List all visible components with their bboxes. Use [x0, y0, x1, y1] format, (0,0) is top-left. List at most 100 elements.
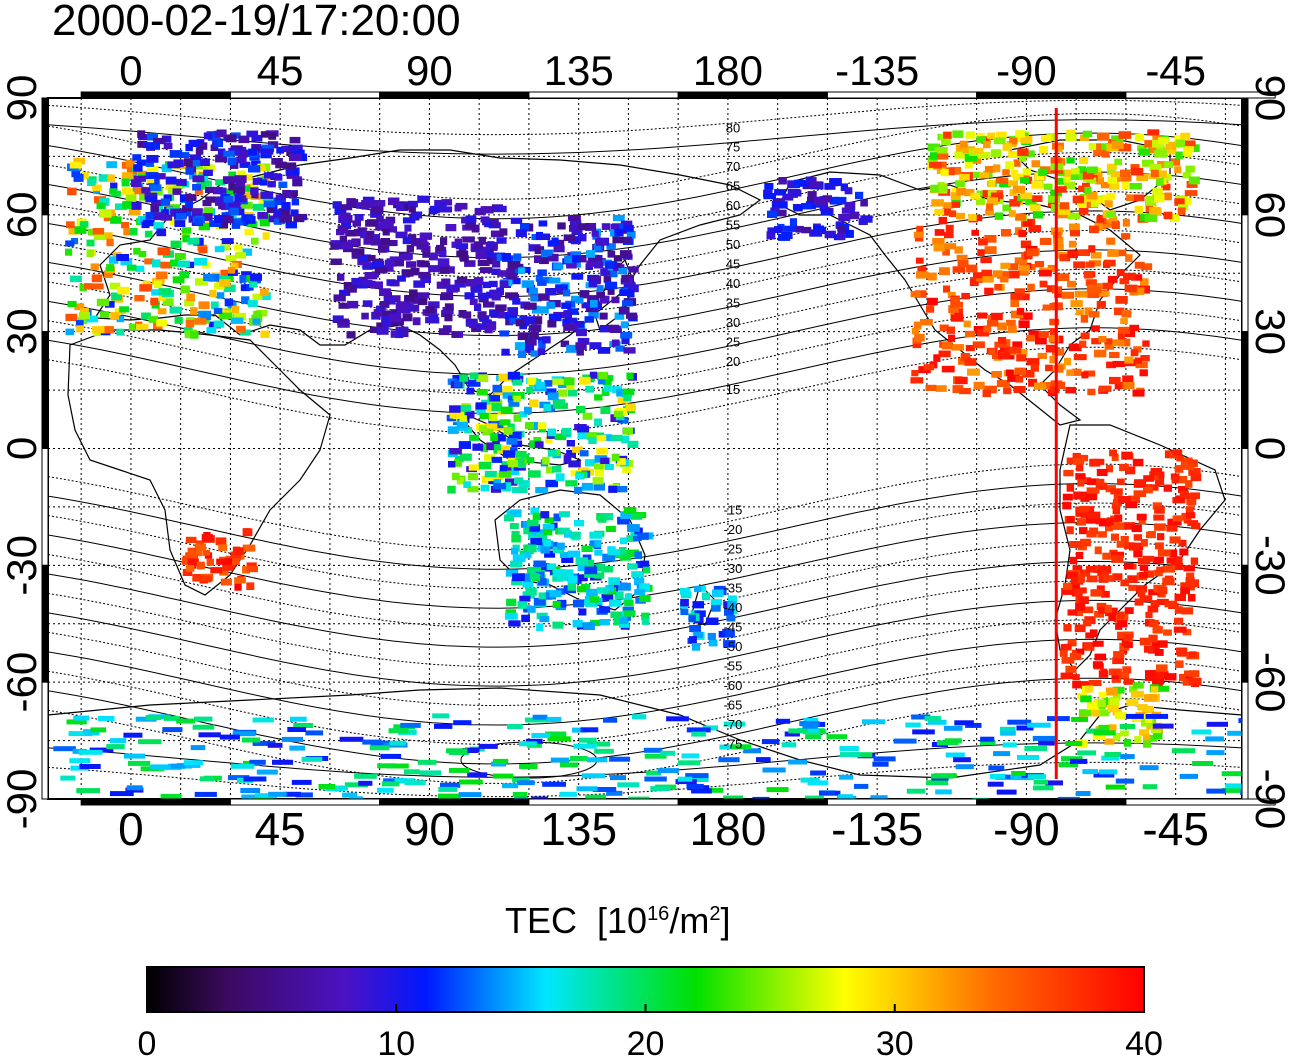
tec-sample — [251, 134, 263, 142]
tec-sample — [924, 715, 941, 721]
tec-sample — [147, 142, 160, 150]
tec-sample — [331, 785, 348, 791]
colorbar-unit-exponent: 16 — [647, 903, 670, 925]
tec-sample — [182, 227, 192, 234]
tec-sample — [1104, 752, 1122, 757]
tec-sample — [233, 547, 244, 555]
tec-sample — [838, 794, 854, 799]
tec-sample — [101, 326, 114, 334]
tec-sample — [545, 288, 557, 296]
tec-sample — [1034, 261, 1044, 268]
tec-sample — [1007, 719, 1032, 725]
tec-sample — [601, 594, 614, 601]
tec-sample — [215, 537, 227, 546]
tec-sample — [1163, 484, 1172, 492]
tec-sample — [285, 168, 294, 176]
tec-sample — [1151, 144, 1165, 153]
tec-sample — [260, 292, 271, 301]
tec-sample — [511, 535, 521, 543]
tec-sample — [1174, 135, 1183, 143]
tec-sample — [925, 384, 937, 391]
tec-sample — [577, 425, 590, 433]
tec-sample — [575, 557, 588, 565]
tec-sample — [198, 732, 221, 738]
tec-sample — [1183, 149, 1193, 157]
tec-sample — [1129, 183, 1142, 190]
tec-sample — [743, 748, 761, 754]
tec-sample — [584, 571, 597, 578]
contour-label: 45 — [726, 257, 740, 272]
tec-sample — [1154, 194, 1165, 203]
tec-sample — [1066, 157, 1075, 164]
tec-sample — [447, 426, 459, 434]
tec-sample — [526, 566, 536, 574]
tec-sample — [146, 175, 155, 184]
tec-sample — [801, 226, 812, 234]
tec-sample — [121, 172, 133, 179]
tec-sample — [242, 174, 253, 181]
tec-sample — [65, 248, 73, 256]
tec-sample — [976, 198, 985, 205]
tec-sample — [1047, 716, 1070, 722]
colorbar-title: TEC [1016/m2] — [505, 900, 731, 941]
tec-sample — [214, 246, 225, 253]
tec-sample — [188, 215, 196, 223]
tec-sample — [1240, 789, 1242, 795]
tec-sample — [1145, 713, 1169, 719]
tec-sample — [275, 161, 287, 169]
tec-sample — [230, 162, 239, 169]
tec-sample — [581, 302, 594, 309]
tec-sample — [523, 302, 537, 310]
tec-sample — [1065, 741, 1083, 746]
contour-label: 70 — [726, 159, 740, 174]
tec-sample — [596, 292, 605, 299]
tec-sample — [946, 326, 955, 334]
tec-sample — [167, 161, 181, 169]
tec-sample — [1106, 361, 1116, 369]
tec-sample — [594, 469, 604, 477]
tec-sample — [1179, 490, 1189, 498]
tec-sample — [976, 312, 988, 319]
tec-sample — [1005, 369, 1014, 376]
contour-label: -60 — [724, 678, 743, 693]
tec-sample — [177, 260, 190, 268]
tec-sample — [958, 357, 971, 365]
tec-sample — [795, 225, 804, 233]
tec-sample — [397, 275, 406, 282]
tec-sample — [185, 553, 199, 561]
tec-sample — [566, 344, 579, 353]
tec-sample — [1190, 473, 1202, 482]
tec-sample — [1019, 177, 1030, 184]
tec-sample — [1184, 190, 1198, 197]
frame-segment — [41, 97, 49, 216]
tec-sample — [107, 174, 115, 183]
tec-sample — [444, 313, 453, 322]
tec-sample — [411, 304, 420, 312]
tec-sample — [236, 325, 246, 333]
tec-sample — [135, 265, 145, 272]
contour-label: 75 — [726, 140, 740, 155]
tec-sample — [1008, 263, 1019, 271]
tec-sample — [1108, 613, 1116, 622]
tec-sample — [562, 289, 571, 297]
tec-sample — [809, 181, 823, 189]
tec-sample — [1136, 173, 1149, 182]
tec-sample — [553, 569, 566, 577]
tec-sample — [873, 756, 896, 762]
lon-tick-label-top: -135 — [835, 47, 919, 94]
tec-sample — [506, 438, 518, 445]
frame-segment — [229, 91, 381, 99]
tec-sample — [542, 336, 551, 344]
tec-sample — [1105, 784, 1125, 790]
tec-sample — [128, 323, 140, 331]
tec-sample — [1074, 290, 1088, 298]
contour-line — [48, 229, 1242, 317]
tec-sample — [1152, 626, 1163, 634]
tec-sample — [1096, 132, 1110, 141]
tec-sample — [123, 732, 143, 738]
lon-tick-label-bottom: -135 — [831, 803, 923, 855]
tec-sample — [156, 228, 167, 237]
tec-sample — [985, 209, 994, 216]
tec-sample — [617, 782, 640, 788]
frame-segment — [41, 564, 49, 683]
